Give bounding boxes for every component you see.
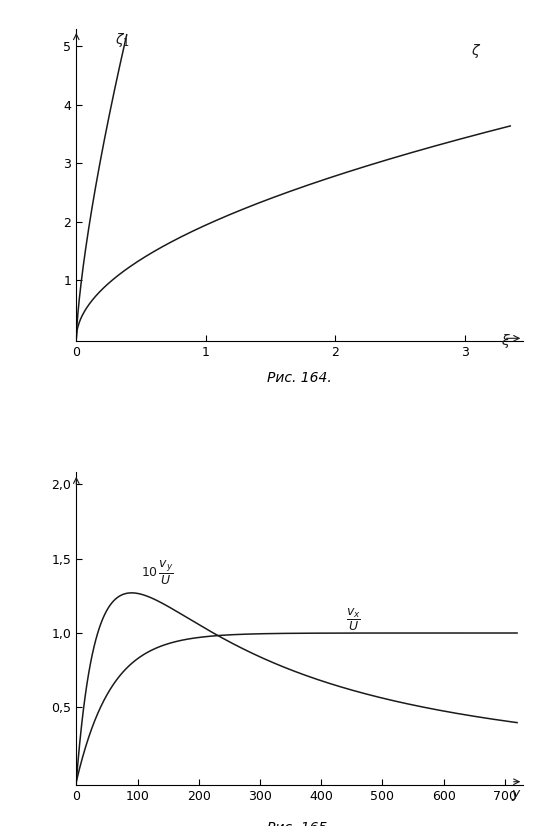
Text: Рис. 165.: Рис. 165. [268, 820, 332, 826]
Text: $10\,\dfrac{v_y}{U}$: $10\,\dfrac{v_y}{U}$ [141, 559, 173, 587]
Text: $\xi$: $\xi$ [501, 332, 511, 350]
Text: $y$: $y$ [511, 788, 522, 803]
Text: Рис. 164.: Рис. 164. [268, 371, 332, 385]
Text: $\zeta_1$: $\zeta_1$ [115, 31, 130, 49]
Text: $\dfrac{v_x}{U}$: $\dfrac{v_x}{U}$ [346, 607, 361, 634]
Text: $\zeta$: $\zeta$ [471, 42, 482, 60]
